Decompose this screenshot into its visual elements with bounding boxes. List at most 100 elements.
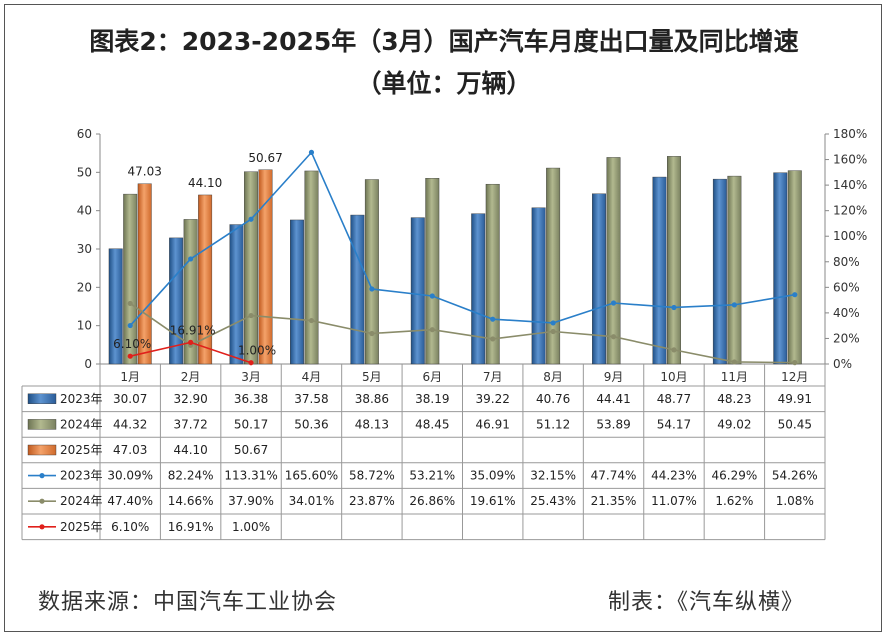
bar-2023年-4月 <box>290 219 304 365</box>
point-2024年-10月 <box>671 347 677 353</box>
table-cell: 19.61% <box>470 494 516 508</box>
table-cell: 38.86 <box>355 392 389 406</box>
line-2024年 <box>129 302 795 364</box>
table-cell: 50.36 <box>294 417 328 431</box>
table-cell: 25.43% <box>530 494 576 508</box>
legend-label: 2024年 <box>60 494 103 508</box>
bar-2023年-5月 <box>350 214 365 365</box>
bar-2024年-3月 <box>244 171 258 365</box>
bar-2024年-8月 <box>546 167 561 365</box>
table-cell: 23.87% <box>349 494 395 508</box>
point-2023年-5月 <box>369 286 375 292</box>
point-2024年-6月 <box>429 327 435 333</box>
bar-2023年-12月 <box>773 172 788 365</box>
y2-tick-label: 60% <box>833 280 860 294</box>
bar-2023年-8月 <box>531 207 546 365</box>
table-cell: 48.23 <box>717 392 751 406</box>
bar-2024年-2月 <box>183 219 198 365</box>
table-cell: 37.72 <box>173 417 207 431</box>
y-tick-label: 30 <box>77 242 92 256</box>
legend-label: 2023年 <box>60 469 103 483</box>
bar-2023年-9月 <box>592 193 606 365</box>
bar-2025年-1月 <box>137 183 152 365</box>
bar-data-label: 47.03 <box>128 165 162 179</box>
bar-2025年-3月 <box>258 169 273 365</box>
point-2024年-9月 <box>610 334 617 340</box>
line-data-label: 1.00% <box>238 344 276 358</box>
point-2024年-11月 <box>731 359 737 365</box>
x-tick-label: 5月 <box>362 370 382 384</box>
table-cell: 38.19 <box>415 392 449 406</box>
point-2024年-4月 <box>308 317 315 324</box>
point-2023年-12月 <box>792 292 798 298</box>
legend-key-bar-2025年 <box>27 444 57 456</box>
legend-label: 2025年 <box>60 443 103 457</box>
point-2023年-8月 <box>550 320 556 326</box>
table-cell: 44.10 <box>173 443 207 457</box>
legend-label: 2025年 <box>60 520 103 534</box>
point-2024年-3月 <box>248 312 254 319</box>
legend-label: 2023年 <box>60 392 103 406</box>
x-tick-label: 6月 <box>422 370 442 384</box>
y-tick-label: 60 <box>77 127 92 141</box>
x-tick-label: 2月 <box>181 370 201 384</box>
bar-2023年-1月 <box>108 248 123 365</box>
table-cell: 6.10% <box>111 520 149 534</box>
x-tick-label: 9月 <box>604 370 624 384</box>
legend-key-bar-2023年 <box>27 393 57 404</box>
x-tick-label: 11月 <box>721 370 748 384</box>
table-cell: 49.91 <box>778 392 812 406</box>
y-tick-label: 40 <box>77 204 92 218</box>
y-tick-label: 10 <box>77 319 92 333</box>
y2-tick-label: 180% <box>833 127 867 141</box>
line-data-label: 16.91% <box>170 323 216 337</box>
x-tick-label: 4月 <box>302 370 322 384</box>
point-2023年-6月 <box>429 293 435 299</box>
y2-tick-label: 120% <box>833 204 867 218</box>
bar-2024年-12月 <box>787 170 802 365</box>
table-cell: 11.07% <box>651 494 697 508</box>
x-tick-label: 12月 <box>781 370 808 384</box>
x-tick-label: 1月 <box>120 370 140 384</box>
table-cell: 53.89 <box>596 417 630 431</box>
table-cell: 58.72% <box>349 469 395 483</box>
table-cell: 32.15% <box>530 469 576 483</box>
bar-2024年-11月 <box>727 175 742 365</box>
table-cell: 40.76 <box>536 392 570 406</box>
y2-tick-label: 40% <box>833 306 860 320</box>
table-cell: 44.41 <box>596 392 630 406</box>
table-cell: 1.62% <box>715 494 753 508</box>
y-tick-label: 20 <box>77 280 92 294</box>
y2-tick-label: 160% <box>833 153 867 167</box>
legend-label: 2024年 <box>60 417 103 431</box>
line-data-label: 6.10% <box>113 337 151 351</box>
table-cell: 46.29% <box>711 469 757 483</box>
chart-subtitle-unit: （单位：万辆） <box>356 69 532 98</box>
bar-2025年-2月 <box>198 194 213 365</box>
table-cell: 50.45 <box>778 417 812 431</box>
bar-2023年-10月 <box>652 176 667 365</box>
point-2023年-4月 <box>308 149 315 155</box>
table-cell: 46.91 <box>476 417 510 431</box>
point-2023年-9月 <box>610 300 617 306</box>
y-tick-label: 0 <box>84 357 92 371</box>
y2-tick-label: 100% <box>833 229 867 243</box>
bar-data-label: 50.67 <box>248 151 282 165</box>
source-note: 数据来源：中国汽车工业协会 <box>38 590 338 615</box>
point-2025年-1月 <box>127 353 133 359</box>
chart-title: 图表2：2023-2025年（3月）国产汽车月度出口量及同比增速 <box>89 27 799 56</box>
table-cell: 21.35% <box>591 494 637 508</box>
point-2024年-8月 <box>550 328 556 335</box>
bar-2024年-6月 <box>425 178 440 365</box>
point-2024年-1月 <box>127 300 133 307</box>
point-2025年-3月 <box>248 360 254 366</box>
point-2023年-7月 <box>490 316 496 322</box>
table-cell: 1.00% <box>232 520 270 534</box>
table-cell: 50.17 <box>234 417 268 431</box>
x-tick-label: 10月 <box>660 370 687 384</box>
bar-2024年-4月 <box>304 170 319 365</box>
point-2023年-2月 <box>188 256 194 262</box>
bar-2024年-9月 <box>606 157 621 365</box>
point-2023年-3月 <box>248 216 254 222</box>
